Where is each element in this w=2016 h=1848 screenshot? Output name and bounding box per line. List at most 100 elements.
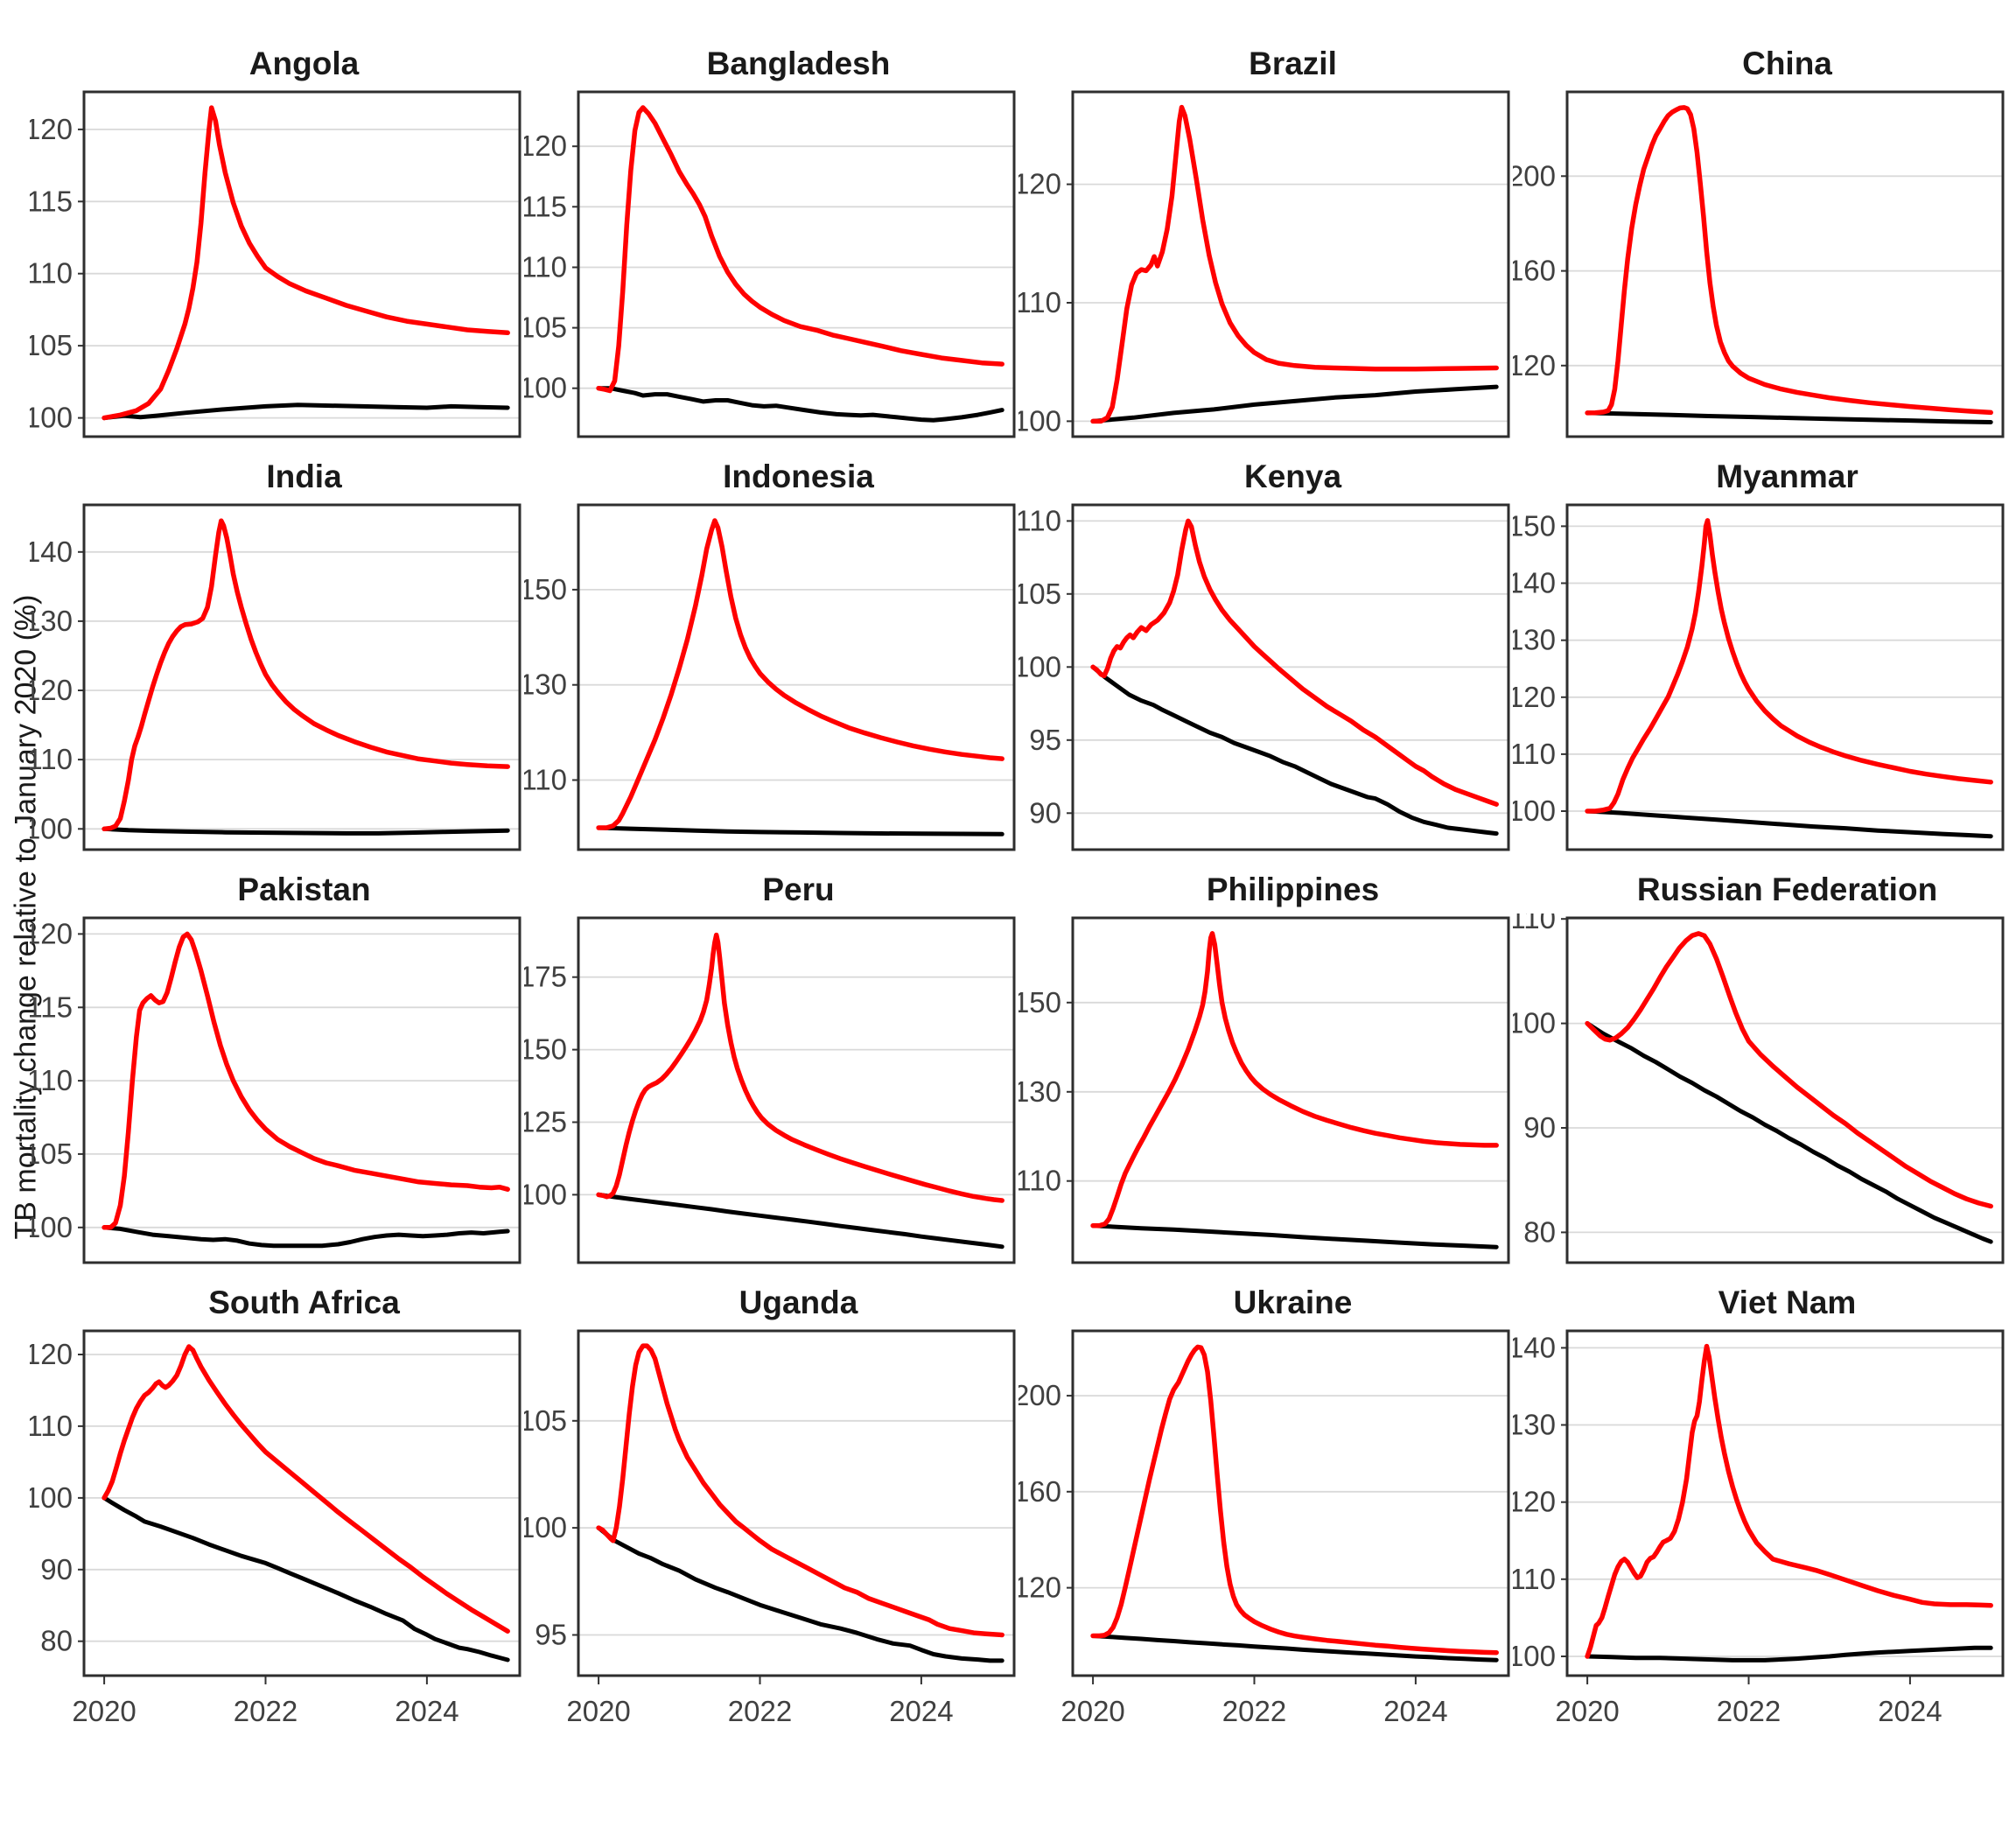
y-tick-label: 160: [1513, 255, 1556, 287]
y-tick-label: 110: [1513, 914, 1556, 934]
chart-ukraine: Ukraine 120 160 200 2020 2022 2024: [1013, 1283, 1513, 1760]
y-tick-label: 100: [30, 402, 73, 434]
y-tick-label: 150: [524, 573, 567, 606]
covid-impact-series-line: [102, 931, 510, 1230]
y-tick-label: 120: [1018, 168, 1061, 200]
baseline-series-line: [1585, 410, 1993, 424]
chart-title: India: [266, 458, 342, 494]
chart-title: Viet Nam: [1718, 1284, 1857, 1320]
covid-impact-series-line: [102, 105, 510, 421]
x-tick-label: 2024: [889, 1695, 953, 1727]
chart-peru: Peru 100 125 150 175: [519, 870, 1018, 1283]
panel-border: [1071, 503, 1510, 851]
chart-plot: 90 95 100 105 110: [1013, 503, 1510, 851]
chart-india: India 100 110 120 130 140: [24, 457, 524, 870]
panel-border: [1071, 90, 1510, 438]
panel-border: [82, 1329, 522, 1677]
y-tick-label: 150: [1018, 986, 1061, 1018]
y-tick-label: 95: [535, 1619, 567, 1651]
y-tick-label: 110: [30, 1410, 73, 1442]
y-tick-label: 110: [30, 743, 73, 775]
chart-title: Peru: [762, 872, 835, 907]
y-tick-label: 110: [30, 257, 73, 290]
covid-impact-series-line: [1585, 1343, 1993, 1659]
covid-impact-series-line: [102, 1344, 510, 1634]
panel-border: [82, 916, 522, 1264]
y-tick-label: 90: [1523, 1111, 1556, 1144]
panel-border: [577, 916, 1016, 1264]
chart-plot: 110 130 150: [519, 503, 1016, 851]
chart-plot: 100 125 150 175: [519, 916, 1016, 1264]
y-tick-label: 120: [30, 674, 73, 706]
y-tick-label: 140: [1513, 1331, 1556, 1363]
y-tick-label: 110: [1018, 504, 1061, 536]
chart-grid: Angola 100 105 110 115 120 Bangladesh 100 105 110…: [24, 44, 2007, 1760]
y-tick-label: 110: [1018, 286, 1061, 318]
chart-pakistan: Pakistan 100 105 110 115 120: [24, 870, 524, 1283]
chart-plot: 100 110 120: [1013, 90, 1510, 438]
x-tick-label: 2024: [1383, 1695, 1447, 1727]
chart-philippines: Philippines 110 130 150: [1013, 870, 1513, 1283]
y-tick-label: 125: [524, 1106, 567, 1138]
y-tick-label: 105: [30, 329, 73, 361]
y-tick-label: 110: [524, 251, 567, 284]
panel-border: [82, 503, 522, 851]
baseline-series-line: [1090, 384, 1499, 424]
covid-impact-series-line: [1090, 518, 1499, 807]
chart-bangladesh: Bangladesh 100 105 110 115 120: [519, 44, 1018, 457]
baseline-series-line: [1585, 1021, 1993, 1244]
chart-title: China: [1742, 46, 1832, 81]
baseline-series-line: [102, 1225, 510, 1249]
chart-viet-nam: Viet Nam 100 110 120 130 140 2020 2022 2024: [1508, 1283, 2007, 1760]
chart-russian-federation: Russian Federation 80 90 100 110: [1508, 870, 2007, 1283]
y-tick-label: 200: [1513, 159, 1556, 192]
y-tick-label: 100: [30, 1481, 73, 1514]
chart-title: Russian Federation: [1636, 872, 1938, 907]
y-tick-label: 150: [1513, 509, 1556, 542]
chart-china: China 120 160 200: [1508, 44, 2007, 457]
x-tick-label: 2020: [566, 1695, 630, 1727]
baseline-series-line: [1090, 1223, 1499, 1250]
baseline-series-line: [596, 1192, 1004, 1250]
baseline-series-line: [102, 1495, 510, 1662]
chart-south-africa: South Africa 80 90 100 110 120 2020 2022 2024: [24, 1283, 524, 1760]
chart-plot: 100 110 120 130 140 150: [1508, 503, 2005, 851]
chart-title: Bangladesh: [706, 46, 891, 81]
chart-plot: 100 105 110 115 120: [519, 90, 1016, 438]
covid-impact-series-line: [102, 518, 510, 832]
covid-impact-series-line: [1090, 931, 1499, 1228]
y-tick-label: 100: [1513, 794, 1556, 827]
chart-plot: 80 90 100 110 120 2020 2022 2024: [24, 1329, 522, 1727]
chart-brazil: Brazil 100 110 120: [1013, 44, 1513, 457]
y-tick-label: 80: [1523, 1215, 1556, 1248]
y-tick-label: 120: [1513, 349, 1556, 382]
y-tick-label: 90: [1029, 796, 1061, 829]
x-tick-label: 2022: [234, 1695, 298, 1727]
panel-border: [1565, 90, 2005, 438]
y-tick-label: 150: [524, 1033, 567, 1066]
chart-title: Kenya: [1243, 458, 1342, 494]
y-tick-label: 100: [524, 372, 567, 404]
y-tick-label: 100: [1018, 650, 1061, 682]
chart-title: Philippines: [1206, 872, 1380, 907]
covid-impact-series-line: [596, 932, 1004, 1203]
chart-plot: 120 160 200: [1508, 90, 2005, 438]
y-tick-label: 105: [30, 1138, 73, 1170]
y-tick-label: 130: [524, 668, 567, 701]
covid-impact-series-line: [596, 518, 1004, 830]
y-tick-label: 120: [30, 917, 73, 949]
panel-border: [577, 503, 1016, 851]
baseline-series-line: [1585, 808, 1993, 839]
chart-plot: 100 110 120 130 140: [24, 503, 522, 851]
chart-angola: Angola 100 105 110 115 120: [24, 44, 524, 457]
chart-title: South Africa: [208, 1284, 400, 1320]
y-tick-label: 160: [1018, 1475, 1061, 1508]
y-tick-label: 120: [1513, 681, 1556, 713]
baseline-series-line: [596, 1525, 1004, 1663]
y-tick-label: 105: [524, 1404, 567, 1437]
x-tick-label: 2020: [1060, 1695, 1124, 1727]
covid-impact-series-line: [596, 105, 1004, 394]
y-tick-label: 120: [1513, 1486, 1556, 1518]
chart-plot: 110 130 150: [1013, 916, 1510, 1264]
chart-indonesia: Indonesia 110 130 150: [519, 457, 1018, 870]
